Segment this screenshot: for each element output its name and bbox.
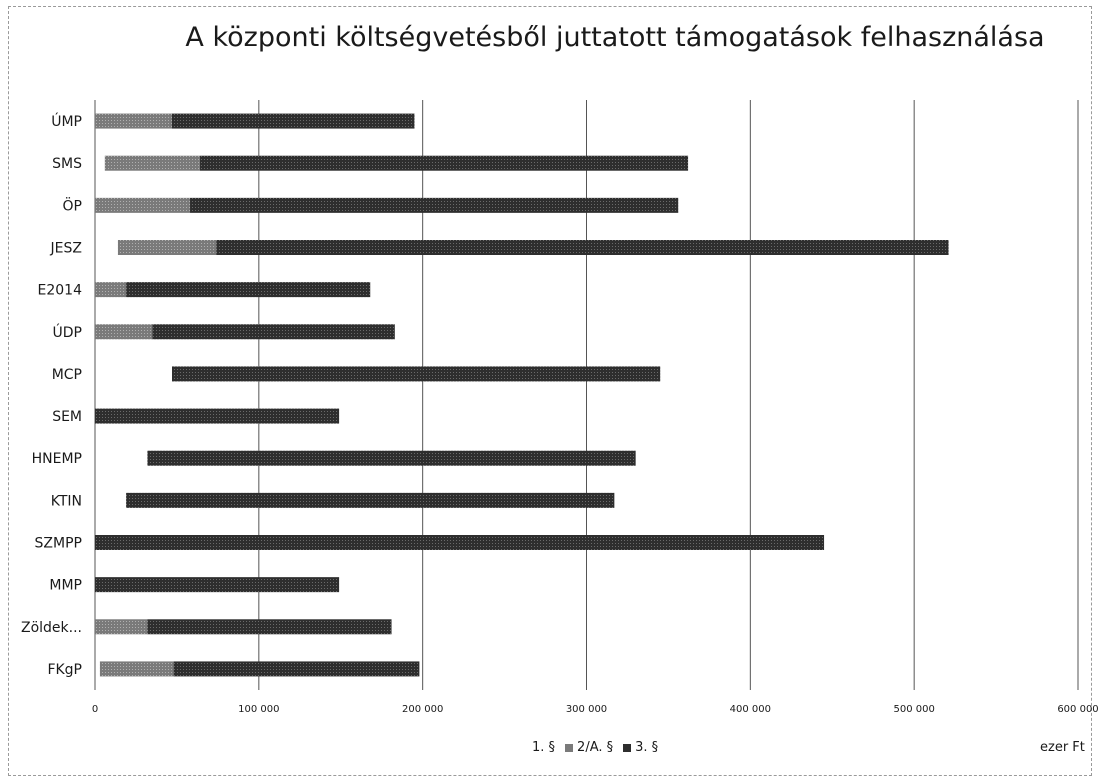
chart-title: A központi költségvetésből juttatott tám… <box>185 22 1045 53</box>
gridlines <box>94 100 1079 690</box>
bar-segment <box>216 240 949 255</box>
x-tick-label: 100 000 <box>238 704 279 715</box>
bar-segment <box>95 577 340 593</box>
bar-segment <box>95 282 127 298</box>
category-label: FKgP <box>47 662 82 678</box>
bar-segment <box>95 197 191 213</box>
bar-segment <box>95 324 153 340</box>
bar-segment <box>172 366 661 382</box>
category-label: SMS <box>52 156 82 172</box>
category-label: Zöldek... <box>21 620 82 636</box>
legend-swatch <box>623 743 632 752</box>
legend-item: 3. § <box>623 740 658 755</box>
x-tick-label: 400 000 <box>730 704 771 715</box>
legend-swatch <box>565 743 574 752</box>
bar-segment <box>199 155 689 171</box>
category-label: E2014 <box>38 283 83 299</box>
x-tick-label: 600 000 <box>1057 704 1098 715</box>
bar-segment <box>126 282 371 298</box>
category-label: ÚDP <box>53 323 82 341</box>
bar-segment <box>104 155 200 171</box>
category-label: ÚMP <box>51 112 82 130</box>
bar-segment <box>126 492 615 508</box>
bar-segment <box>172 113 415 129</box>
category-label: SEM <box>52 409 82 425</box>
x-tick-label: 200 000 <box>402 704 443 715</box>
legend-item: 2/A. § <box>565 740 613 755</box>
category-label: MMP <box>49 578 82 594</box>
chart-frame <box>8 6 1092 776</box>
category-label: HNEMP <box>32 451 82 467</box>
legend: 1. § 2/A. § 3. § <box>532 740 668 756</box>
bar-segment <box>147 450 636 466</box>
category-label: MCP <box>52 367 82 383</box>
bar-segment <box>190 197 679 213</box>
x-tick-labels: 0 100 000 200 000 300 000 400 000 500 000 600 … <box>92 704 1098 715</box>
x-tick-label: 500 000 <box>893 704 934 715</box>
bar-segment <box>99 661 174 677</box>
category-label: KTIN <box>51 493 82 509</box>
legend-label: 2/A. § <box>577 740 614 755</box>
legend-item: 1. § <box>532 740 555 755</box>
bar-segment <box>173 661 420 677</box>
bars <box>95 113 949 677</box>
category-label: SZMPP <box>35 536 82 552</box>
bar-segment <box>95 113 173 129</box>
bar-segment <box>117 240 217 255</box>
category-label: JESZ <box>50 241 82 257</box>
legend-label: 3. § <box>635 740 659 755</box>
bar-segment <box>152 324 395 340</box>
category-label: ÖP <box>63 196 82 214</box>
legend-label: 1. § <box>532 740 556 755</box>
bar-segment <box>95 619 148 635</box>
bar-segment <box>95 535 825 550</box>
bar-segment <box>147 619 392 635</box>
bar-segment <box>95 408 340 424</box>
unit-label: ezer Ft <box>1040 740 1085 755</box>
category-labels: ÚMP SMS ÖP JESZ E2014 ÚDP MCP SEM HNEMP KTIN SZMPP… <box>21 112 82 678</box>
x-tick-label: 300 000 <box>566 704 607 715</box>
x-tick-label: 0 <box>92 704 98 715</box>
